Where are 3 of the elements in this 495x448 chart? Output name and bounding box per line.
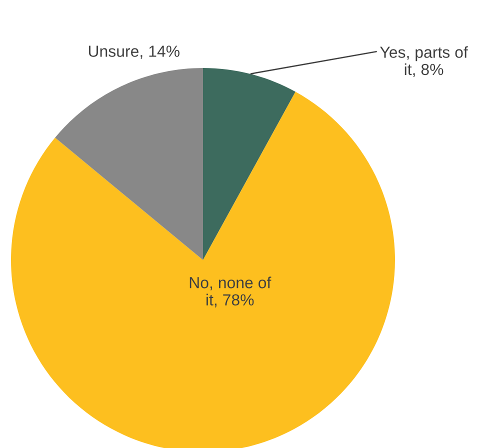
slice-label: Unsure, 14%: [88, 46, 180, 59]
slice-label: Yes, parts of it, 8%: [380, 46, 468, 78]
slice-label: No, none of it, 78%: [190, 276, 272, 308]
